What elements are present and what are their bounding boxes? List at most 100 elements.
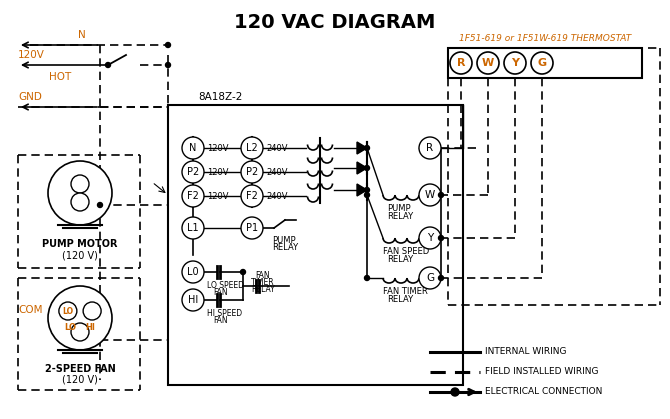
Text: (120 V): (120 V) — [62, 375, 98, 385]
Text: HI: HI — [85, 323, 95, 333]
Text: PUMP: PUMP — [387, 204, 411, 213]
Text: 120V: 120V — [207, 168, 228, 176]
Text: 240V: 240V — [266, 143, 287, 153]
Text: FAN TIMER: FAN TIMER — [383, 287, 427, 296]
Circle shape — [438, 235, 444, 241]
Text: L1: L1 — [187, 223, 199, 233]
Text: ELECTRICAL CONNECTION: ELECTRICAL CONNECTION — [485, 388, 602, 396]
Circle shape — [71, 193, 89, 211]
Text: FAN: FAN — [213, 316, 228, 325]
Circle shape — [165, 42, 170, 47]
Text: 120 VAC DIAGRAM: 120 VAC DIAGRAM — [234, 13, 436, 32]
Bar — [448, 48, 642, 78]
Circle shape — [241, 217, 263, 239]
Text: Y: Y — [427, 233, 433, 243]
Circle shape — [182, 289, 204, 311]
Text: FAN: FAN — [255, 271, 269, 280]
Text: RELAY: RELAY — [387, 212, 413, 221]
Text: HI: HI — [188, 295, 198, 305]
Circle shape — [48, 161, 112, 225]
Circle shape — [451, 388, 459, 396]
Circle shape — [241, 137, 263, 159]
Text: INTERNAL WIRING: INTERNAL WIRING — [485, 347, 567, 357]
Text: 8A18Z-2: 8A18Z-2 — [198, 92, 243, 102]
Text: N: N — [190, 143, 197, 153]
Text: TIMER: TIMER — [251, 278, 275, 287]
Circle shape — [241, 269, 245, 274]
Text: P1: P1 — [246, 223, 258, 233]
Text: RELAY: RELAY — [387, 295, 413, 304]
Text: L0: L0 — [187, 267, 199, 277]
Text: 120V: 120V — [207, 143, 228, 153]
Circle shape — [241, 161, 263, 183]
Circle shape — [182, 185, 204, 207]
Circle shape — [419, 227, 441, 249]
Text: LO: LO — [64, 323, 76, 333]
Polygon shape — [357, 162, 367, 174]
Circle shape — [182, 217, 204, 239]
Text: 120V: 120V — [207, 191, 228, 201]
Circle shape — [419, 267, 441, 289]
Circle shape — [364, 187, 369, 192]
Text: F2: F2 — [187, 191, 199, 201]
Circle shape — [182, 161, 204, 183]
Circle shape — [364, 276, 369, 280]
Text: RELAY: RELAY — [251, 285, 275, 294]
Text: W: W — [425, 190, 435, 200]
Text: R: R — [426, 143, 433, 153]
Text: 240V: 240V — [266, 191, 287, 201]
Text: (120 V): (120 V) — [62, 250, 98, 260]
Text: PUMP MOTOR: PUMP MOTOR — [42, 239, 118, 249]
Circle shape — [165, 62, 170, 67]
Text: LO: LO — [62, 307, 74, 316]
Text: RELAY: RELAY — [272, 243, 298, 252]
Circle shape — [182, 261, 204, 283]
Text: RELAY: RELAY — [387, 255, 413, 264]
Circle shape — [364, 192, 369, 197]
Circle shape — [71, 323, 89, 341]
Text: 1F51-619 or 1F51W-619 THERMOSTAT: 1F51-619 or 1F51W-619 THERMOSTAT — [459, 34, 631, 42]
Text: W: W — [482, 58, 494, 68]
Text: PUMP: PUMP — [272, 236, 295, 245]
Text: FIELD INSTALLED WIRING: FIELD INSTALLED WIRING — [485, 367, 598, 377]
Polygon shape — [357, 184, 367, 196]
Circle shape — [364, 145, 369, 150]
Circle shape — [182, 137, 204, 159]
Circle shape — [438, 276, 444, 280]
Text: Y: Y — [511, 58, 519, 68]
Text: 240V: 240V — [266, 168, 287, 176]
Text: P2: P2 — [246, 167, 258, 177]
Circle shape — [450, 52, 472, 74]
Text: LO SPEED: LO SPEED — [207, 281, 244, 290]
Text: COM: COM — [18, 305, 42, 315]
Text: GND: GND — [18, 92, 42, 102]
Circle shape — [364, 166, 369, 171]
Text: FAN SPEED: FAN SPEED — [383, 247, 429, 256]
Circle shape — [59, 302, 77, 320]
Text: HOT: HOT — [49, 72, 71, 82]
Circle shape — [419, 137, 441, 159]
Circle shape — [98, 202, 103, 207]
Circle shape — [438, 192, 444, 197]
Circle shape — [83, 302, 101, 320]
Text: 2-SPEED FAN: 2-SPEED FAN — [45, 364, 115, 374]
Text: N: N — [78, 30, 86, 40]
Polygon shape — [357, 142, 367, 154]
Circle shape — [241, 185, 263, 207]
Text: HI SPEED: HI SPEED — [207, 309, 242, 318]
Circle shape — [71, 175, 89, 193]
Text: G: G — [537, 58, 547, 68]
Text: R: R — [457, 58, 465, 68]
Circle shape — [48, 286, 112, 350]
Circle shape — [477, 52, 499, 74]
Circle shape — [504, 52, 526, 74]
Text: L2: L2 — [246, 143, 258, 153]
Text: G: G — [426, 273, 434, 283]
Bar — [168, 105, 463, 385]
Text: F2: F2 — [246, 191, 258, 201]
Circle shape — [105, 62, 111, 67]
Circle shape — [531, 52, 553, 74]
Text: 120V: 120V — [18, 50, 45, 60]
Text: P2: P2 — [187, 167, 199, 177]
Text: FAN: FAN — [213, 288, 228, 297]
